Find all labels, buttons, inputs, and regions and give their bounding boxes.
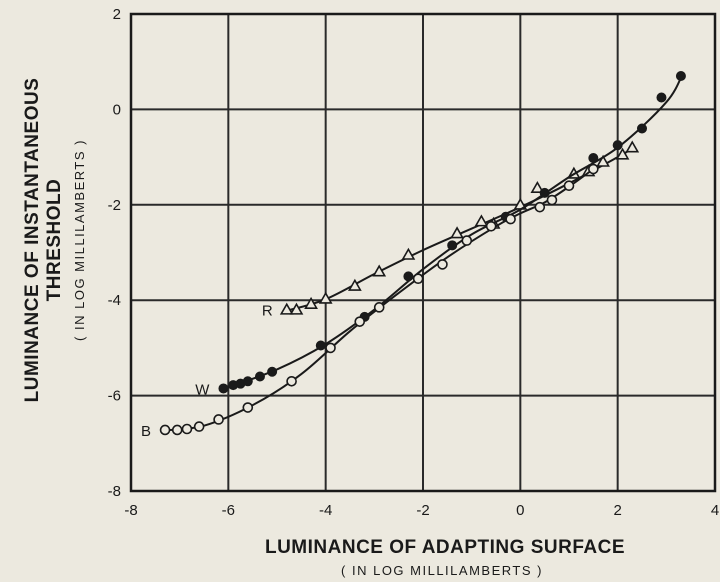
series-w-point [637, 123, 647, 134]
series-r-point [279, 302, 294, 315]
series-b-point [485, 220, 497, 232]
x-tick-label: -4 [319, 502, 332, 519]
series-r-point [318, 291, 333, 304]
series-b-point [242, 402, 254, 413]
series-b-point [588, 163, 599, 175]
series-r-point [450, 226, 464, 239]
x-axis-subtitle: ( IN LOG MILLILAMBERTS ) [341, 563, 543, 578]
series-r-point [615, 147, 630, 160]
series-b-point [193, 421, 205, 432]
series-w-point [539, 187, 550, 198]
series-w-point [242, 376, 253, 387]
series-w-point [656, 92, 667, 103]
series-w-point [218, 383, 229, 394]
series-w-curve [223, 71, 685, 390]
y-tick-label: -2 [108, 197, 121, 214]
series-r-curve [286, 147, 633, 312]
series-w: W [195, 71, 686, 398]
y-axis-title: LUMINANCE OF INSTANTANEOUS [22, 78, 43, 403]
series-r-point [530, 180, 545, 194]
series-b-point [546, 194, 558, 206]
series-w-point [612, 140, 623, 151]
series-w-point [588, 153, 599, 164]
series-r-point [289, 302, 304, 315]
series-b-point [354, 316, 366, 327]
series-b-point [213, 414, 224, 425]
series-b-point [563, 180, 575, 192]
series: R W B [141, 71, 686, 440]
series-w-point [267, 366, 278, 377]
series-b: B [141, 163, 599, 440]
series-b-point [159, 424, 171, 436]
series-w-point [254, 371, 265, 382]
series-r-point [372, 264, 387, 277]
x-tick-label: 4 [711, 502, 719, 519]
series-b-point [534, 201, 546, 213]
series-r-point [474, 214, 489, 227]
grid [131, 14, 715, 491]
x-tick-label: -8 [124, 502, 137, 519]
series-r-point [596, 154, 610, 167]
y-axis-subtitle: ( IN LOG MILLILAMBERTS ) [72, 139, 87, 341]
series-r-label: R [262, 303, 273, 320]
y-tick-label: -8 [108, 483, 121, 500]
y-tick-label: -6 [108, 388, 121, 405]
plot-frame [129, 12, 717, 493]
series-b-label: B [141, 423, 151, 440]
y-tick-label: -4 [108, 292, 121, 309]
x-tick-labels: -8 -6 -4 -2 0 2 4 [124, 502, 719, 519]
series-b-point [437, 259, 448, 270]
series-w-label: W [195, 381, 210, 398]
x-axis-title: LUMINANCE OF ADAPTING SURFACE [265, 537, 625, 558]
series-b-point [412, 273, 424, 285]
x-tick-label: -2 [416, 502, 429, 519]
series-w-point [675, 71, 686, 82]
series-b-point [373, 302, 385, 313]
series-b-point [171, 424, 183, 436]
series-b-point [325, 342, 336, 354]
series-w-point [315, 340, 326, 351]
x-tick-label: 2 [613, 502, 621, 519]
y-tick-labels: -8 -6 -4 -2 0 2 [108, 6, 121, 500]
series-r: R [262, 140, 640, 320]
series-b-point [505, 213, 516, 225]
series-r-point [347, 278, 362, 291]
y-axis-title-line2: THRESHOLD [44, 179, 65, 302]
y-tick-label: 2 [113, 6, 121, 23]
series-b-point [286, 375, 297, 387]
series-w-point [447, 240, 458, 251]
series-r-point [401, 247, 416, 260]
y-tick-label: 0 [113, 101, 121, 118]
series-r-point [304, 296, 318, 309]
series-w-point [403, 271, 414, 282]
x-tick-label: -6 [222, 502, 235, 519]
series-r-point [625, 140, 640, 153]
series-b-point [461, 235, 473, 246]
x-tick-label: 0 [516, 502, 524, 519]
series-b-point [181, 423, 193, 435]
